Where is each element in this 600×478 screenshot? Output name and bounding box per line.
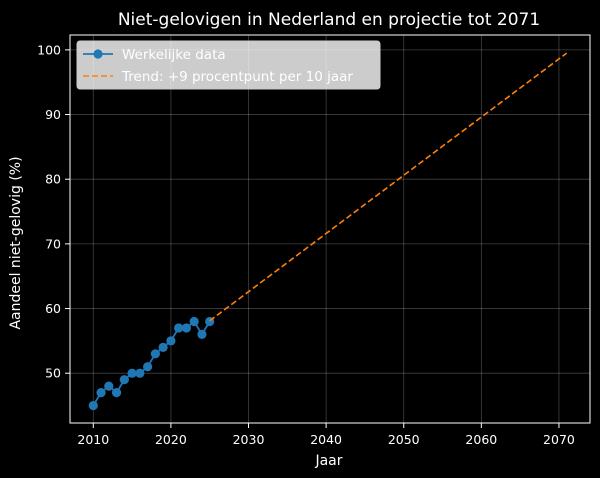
trend-line xyxy=(209,52,568,322)
actual-data-point xyxy=(119,375,129,385)
x-axis-label: Jaar xyxy=(314,453,342,469)
legend-swatch-actual-marker xyxy=(93,49,103,59)
y-tick-label: 80 xyxy=(45,172,61,187)
y-tick-label: 90 xyxy=(45,107,61,122)
legend-box xyxy=(76,40,381,90)
plot-frame xyxy=(69,34,591,424)
legend-label-trend: Trend: +9 procentpunt per 10 jaar xyxy=(121,69,353,85)
y-axis-ticks: 50 60 70 80 90 100 xyxy=(37,42,70,381)
actual-data-point xyxy=(189,316,199,327)
x-tick-label: 2020 xyxy=(155,432,187,447)
actual-data-point xyxy=(88,400,98,411)
y-axis-label: Aandeel niet-gelovig (%) xyxy=(8,156,24,329)
x-tick-label: 2050 xyxy=(388,432,420,447)
grid xyxy=(70,35,590,423)
actual-data-point xyxy=(96,388,106,398)
actual-data-point xyxy=(143,362,153,372)
actual-data-line xyxy=(92,320,211,406)
legend: Werkelijke data Trend: +9 procentpunt per… xyxy=(76,40,381,90)
actual-data-point xyxy=(197,329,207,340)
y-tick-label: 70 xyxy=(45,236,61,251)
chart-title: Niet-gelovigen in Nederland en projectie… xyxy=(118,10,540,30)
y-tick-label: 100 xyxy=(37,42,61,57)
x-axis-ticks: 2010 2020 2030 2040 2050 2060 2070 xyxy=(77,423,575,447)
actual-data-point xyxy=(174,323,184,333)
actual-data-point xyxy=(127,368,137,378)
x-tick-label: 2070 xyxy=(543,432,575,447)
x-tick-label: 2040 xyxy=(310,432,342,447)
actual-data-point xyxy=(181,323,192,333)
actual-data-point xyxy=(158,342,168,352)
actual-data-point xyxy=(150,349,160,359)
actual-data-point xyxy=(104,381,114,391)
x-tick-label: 2060 xyxy=(465,432,497,447)
y-tick-label: 60 xyxy=(45,301,61,316)
plot-series xyxy=(88,52,568,411)
y-tick-label: 50 xyxy=(45,366,61,381)
x-tick-label: 2010 xyxy=(77,432,109,447)
actual-data-point xyxy=(135,368,145,378)
legend-label-actual: Werkelijke data xyxy=(122,47,226,63)
actual-data-point xyxy=(166,336,176,346)
actual-data-point xyxy=(111,388,122,398)
x-tick-label: 2030 xyxy=(233,432,265,447)
